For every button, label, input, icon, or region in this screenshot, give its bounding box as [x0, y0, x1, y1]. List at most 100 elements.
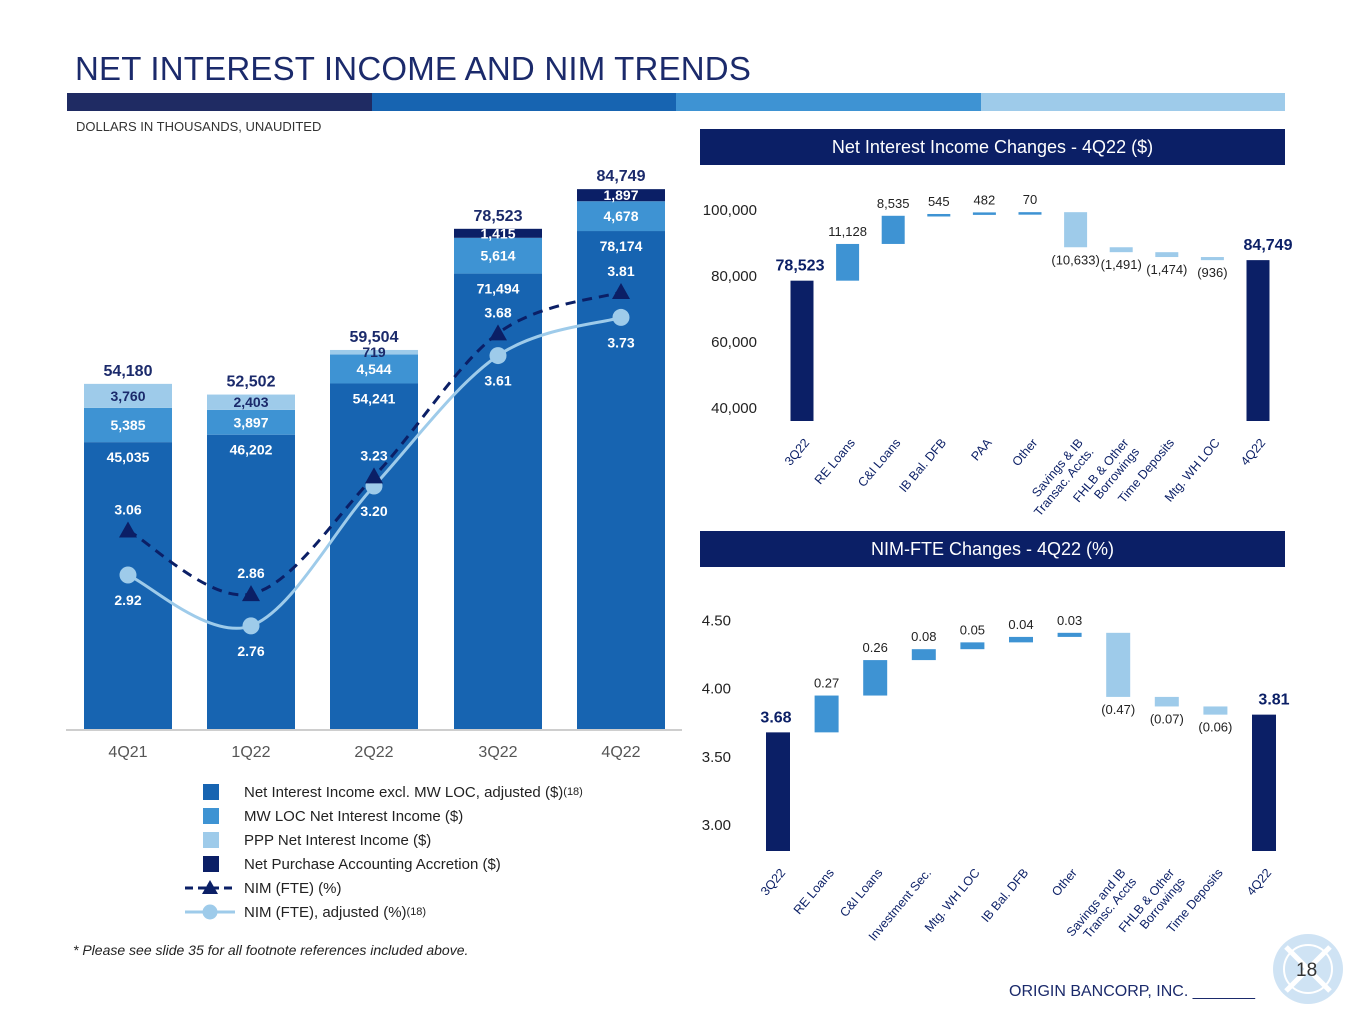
x-category-label: 4Q22	[1238, 436, 1268, 468]
x-category-label: IB Bal. DFB	[979, 866, 1032, 925]
bar-total-label: 54,180	[104, 363, 153, 380]
waterfall-bar	[1155, 252, 1179, 258]
waterfall-bar	[1203, 706, 1228, 715]
waterfall-value-label: 78,523	[776, 258, 825, 275]
waterfall-bar	[1106, 632, 1131, 697]
waterfall-value-label: (936)	[1197, 265, 1227, 280]
bar-value-label: 45,035	[107, 449, 150, 465]
title-color-band	[67, 93, 1285, 111]
x-category-label-line: Other	[1049, 866, 1080, 899]
footnote: * Please see slide 35 for all footnote r…	[73, 942, 469, 958]
nim-adjusted-marker	[489, 347, 507, 365]
bar-segment	[577, 231, 665, 729]
page-subtitle: DOLLARS IN THOUSANDS, UNAUDITED	[76, 119, 322, 134]
y-tick-label: 3.50	[702, 749, 731, 766]
x-category-label: IB Bal. DFB	[896, 436, 949, 495]
bar-value-label: 4,678	[603, 208, 638, 224]
waterfall-value-label: 70	[1023, 192, 1037, 207]
y-tick-label: 4.50	[702, 613, 731, 630]
bar-segment	[84, 442, 172, 729]
chart-legend: Net Interest Income excl. MW LOC, adjust…	[185, 780, 583, 924]
x-tick-label: 4Q21	[108, 744, 147, 761]
waterfall-value-label: (10,633)	[1051, 252, 1099, 267]
nim-fte-marker	[612, 282, 630, 299]
nim-adjusted-marker	[119, 566, 137, 584]
legend-item-ppp: PPP Net Interest Income ($)	[185, 828, 583, 852]
x-category-label: C&I Loans	[855, 436, 903, 490]
x-category-label-line: IB Bal. DFB	[896, 436, 949, 495]
page-number: 18	[1296, 960, 1318, 981]
band-segment-2	[371, 93, 676, 111]
waterfall-bar	[972, 212, 996, 215]
bar-segment	[454, 228, 542, 238]
waterfall-bar	[911, 649, 936, 661]
nim-adjusted-label: 2.76	[237, 643, 264, 659]
x-category-label-line: Other	[1009, 436, 1040, 469]
legend-line-triangle-icon	[185, 880, 235, 894]
waterfall-bar	[960, 642, 985, 650]
waterfall-value-label: 3.68	[760, 709, 791, 726]
legend-footnote-ref: (18)	[563, 786, 583, 798]
legend-label: Net Interest Income excl. MW LOC, adjust…	[244, 783, 564, 801]
legend-label: NIM (FTE), adjusted (%)	[244, 903, 407, 921]
bar-value-label: 46,202	[230, 442, 273, 458]
x-category-label-line: C&I Loans	[855, 436, 903, 490]
nim-changes-header: NIM-FTE Changes - 4Q22 (%)	[700, 531, 1285, 567]
nim-adjusted-label: 3.73	[607, 334, 634, 350]
waterfall-value-label: 0.04	[1008, 617, 1033, 632]
waterfall-bar	[790, 280, 814, 421]
x-category-label: C&I Loans	[837, 866, 885, 920]
waterfall-bar	[1109, 247, 1133, 253]
nim-fte-marker	[242, 585, 260, 602]
legend-item-nim-adjusted: NIM (FTE), adjusted (%) (18)	[185, 900, 583, 924]
x-category-label: PAA	[968, 435, 995, 463]
x-category-label-line: RE Loans	[812, 436, 858, 487]
bar-segment	[207, 409, 295, 435]
legend-swatch	[203, 808, 219, 824]
bar-segment	[207, 394, 295, 410]
bar-value-label: 3,897	[233, 414, 268, 430]
bar-segment	[84, 407, 172, 443]
bar-segment	[84, 383, 172, 408]
bar-segment	[454, 273, 542, 729]
x-category-label-line: 3Q22	[782, 436, 812, 468]
y-tick-label: 80,000	[711, 268, 757, 285]
legend-label: PPP Net Interest Income ($)	[244, 831, 432, 849]
waterfall-bar	[766, 732, 790, 851]
x-category-label: 3Q22	[758, 866, 788, 898]
x-category-label-line: RE Loans	[791, 866, 837, 917]
y-tick-label: 100,000	[703, 202, 757, 219]
waterfall-bar	[1246, 260, 1270, 421]
legend-label: Net Purchase Accounting Accretion ($)	[244, 855, 501, 873]
legend-item-nim-fte: NIM (FTE) (%)	[185, 876, 583, 900]
y-tick-label: 40,000	[711, 400, 757, 417]
logo-badge-icon	[1273, 934, 1343, 1004]
bar-segment	[330, 354, 418, 384]
nim-fte-marker	[489, 324, 507, 341]
x-category-label: Other	[1009, 436, 1040, 469]
waterfall-bar	[1154, 696, 1179, 707]
page-title: NET INTEREST INCOME AND NIM TRENDS	[75, 50, 752, 87]
y-tick-label: 3.00	[702, 817, 731, 834]
bar-segment	[330, 349, 418, 355]
x-category-label-line: IB Bal. DFB	[979, 866, 1032, 925]
waterfall-value-label: 11,128	[828, 224, 867, 239]
band-segment-4	[980, 93, 1285, 111]
x-category-label: RE Loans	[812, 436, 858, 487]
x-category-label-line: C&I Loans	[837, 866, 885, 920]
company-name: ORIGIN BANCORP, INC. _______	[1009, 983, 1256, 1000]
x-tick-label: 4Q22	[601, 744, 640, 761]
waterfall-value-label: (0.47)	[1101, 702, 1135, 717]
bar-value-label: 1,415	[480, 225, 515, 241]
waterfall-bar	[1018, 212, 1042, 215]
waterfall-value-label: 0.03	[1057, 613, 1082, 628]
nii-changes-header: Net Interest Income Changes - 4Q22 ($)	[700, 129, 1285, 165]
bar-value-label: 78,174	[600, 238, 643, 254]
x-category-label: 4Q22	[1244, 866, 1274, 898]
bar-value-label: 5,385	[110, 417, 145, 433]
x-category-label: Other	[1049, 866, 1080, 899]
bar-segment	[577, 201, 665, 232]
bar-total-label: 52,502	[227, 374, 276, 391]
bar-segment	[454, 237, 542, 274]
waterfall-bar	[1200, 257, 1224, 261]
